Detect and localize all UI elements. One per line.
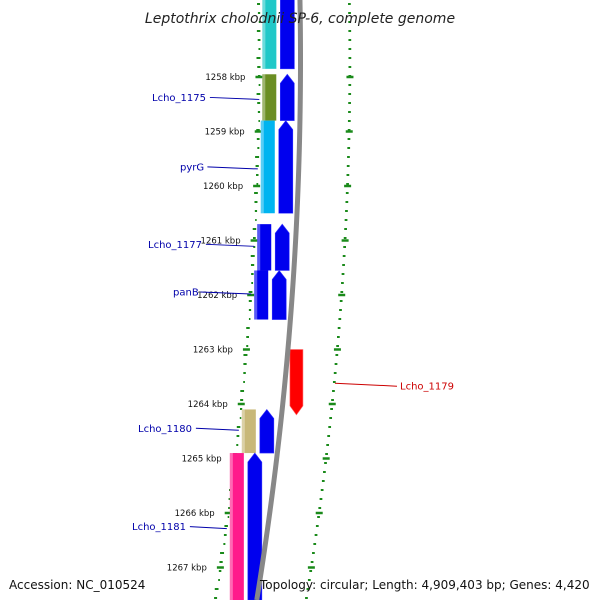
tick-label: 1266 kbp xyxy=(175,509,215,519)
gc-content-track-right xyxy=(305,3,354,599)
cog-highlight xyxy=(257,224,261,271)
cog-band xyxy=(257,224,272,271)
topology-text: Topology: circular; Length: 4,909,403 bp… xyxy=(260,578,590,592)
cog-highlight xyxy=(260,120,264,214)
cog-highlight xyxy=(262,74,266,121)
label-leader xyxy=(189,526,227,530)
cog-band xyxy=(262,0,277,69)
cog-band xyxy=(229,453,244,600)
gene-label: Lcho_1177 xyxy=(148,240,202,251)
gene-labels: Lcho_1175 pyrG Lcho_1177 panB Lcho_1179 Lcho_… xyxy=(132,93,454,533)
forward-cds xyxy=(279,73,295,121)
genome-backbone xyxy=(254,0,304,600)
cog-band xyxy=(262,74,277,121)
accession-text: Accession: NC_010524 xyxy=(9,578,146,592)
gene-label: pyrG xyxy=(180,162,204,173)
cog-band xyxy=(254,270,269,320)
cds-track xyxy=(247,0,304,600)
cog-highlight xyxy=(229,453,233,600)
label-leader xyxy=(205,243,255,247)
forward-cds xyxy=(247,452,263,600)
tick-label: 1259 kbp xyxy=(205,128,245,138)
tick-label: 1258 kbp xyxy=(205,73,245,83)
tick-label: 1267 kbp xyxy=(167,564,207,574)
tick-label: 1261 kbp xyxy=(201,237,241,247)
label-leader xyxy=(207,166,258,170)
cog-band xyxy=(241,409,256,454)
forward-cds xyxy=(271,269,287,320)
cog-highlight xyxy=(254,270,258,320)
label-leader xyxy=(334,382,398,387)
scale-ticks: 1258 kbp 1259 kbp 1260 kbp 1261 kbp 1262 kbp… xyxy=(167,73,246,574)
tick-label: 1260 kbp xyxy=(203,182,243,192)
gene-label: Lcho_1181 xyxy=(132,522,186,533)
cog-category-track xyxy=(229,0,277,600)
forward-cds xyxy=(280,0,295,70)
cog-highlight xyxy=(241,409,245,454)
tick-label: 1262 kbp xyxy=(197,291,237,301)
forward-cds xyxy=(259,408,275,454)
gene-label: Lcho_1180 xyxy=(138,424,192,435)
cog-band xyxy=(260,120,275,214)
map-title: Leptothrix cholodnii SP-6, complete geno… xyxy=(145,11,455,27)
label-leader xyxy=(209,96,260,100)
forward-cds xyxy=(278,120,294,214)
gene-label: Lcho_1175 xyxy=(152,93,206,104)
reverse-cds xyxy=(289,349,304,416)
gene-label: panB xyxy=(173,288,199,299)
label-leader xyxy=(200,291,252,295)
forward-cds xyxy=(274,223,290,271)
tick-label: 1263 kbp xyxy=(193,346,233,356)
tick-label: 1264 kbp xyxy=(188,400,228,410)
cog-highlight xyxy=(262,0,266,69)
gene-label: Lcho_1179 xyxy=(400,382,454,393)
label-leader xyxy=(195,427,239,431)
tick-label: 1265 kbp xyxy=(182,455,222,465)
